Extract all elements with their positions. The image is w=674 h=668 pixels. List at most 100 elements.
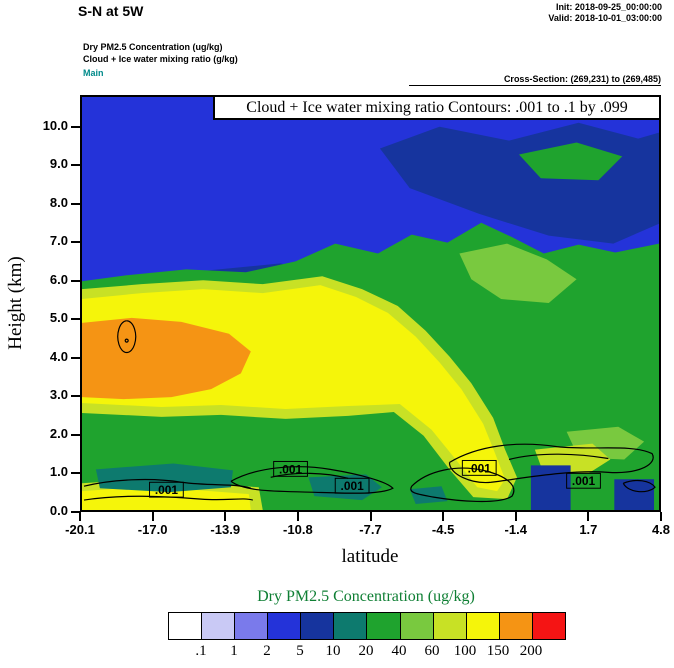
contour-label-box [273, 460, 308, 477]
y-tick [71, 395, 80, 398]
x-tick [296, 512, 299, 521]
colorbar-label: 200 [519, 643, 543, 659]
contour-label: .001 [572, 474, 596, 488]
y-tick-label: 9.0 [49, 156, 68, 172]
y-axis-title: Height (km) [5, 256, 26, 350]
x-tick [151, 512, 154, 521]
x-tick-label: -4.5 [431, 522, 455, 537]
y-tick [71, 125, 80, 128]
contour-line [230, 466, 394, 494]
colorbar-label: 1 [230, 643, 238, 659]
contour-field-label: Cloud + Ice water mixing ratio (g/kg) [83, 54, 238, 64]
contour-info-banner: Cloud + Ice water mixing ratio Contours:… [213, 97, 659, 120]
y-tick [71, 433, 80, 436]
colorbar-cell [532, 613, 565, 639]
x-tick [514, 512, 517, 521]
colorbar-cell [202, 613, 236, 639]
y-tick [71, 356, 80, 359]
contour-label-box [334, 477, 370, 494]
colorbar-label: 2 [263, 643, 271, 659]
colorbar-label: 40 [391, 643, 407, 659]
contour-label: .001 [279, 462, 303, 476]
x-tick-label: -10.8 [283, 522, 313, 537]
y-tick [71, 241, 80, 244]
y-tick-label: 5.0 [49, 310, 68, 326]
contour-line [508, 453, 609, 461]
y-tick-label: 8.0 [49, 194, 68, 210]
x-tick [660, 512, 662, 521]
fill-region-teal-small-patch [409, 486, 448, 505]
x-tick [587, 512, 590, 521]
colorbar-label: .1 [195, 643, 207, 659]
colorbar-cell [169, 613, 203, 639]
colorbar-label: 20 [358, 643, 374, 659]
init-time: Init: 2018-09-25_00:00:00 [555, 2, 662, 12]
y-tick [71, 318, 80, 321]
colorbar [168, 612, 566, 640]
fill-region-yellow-bottom-strip [82, 487, 251, 510]
colorbar-cell [301, 613, 335, 639]
x-axis-title: latitude [341, 546, 399, 567]
x-tick [369, 512, 372, 521]
cross-section-info: Cross-Section: (269,231) to (269,485) [409, 74, 661, 86]
x-tick-label: -13.9 [210, 522, 241, 537]
y-tick-label: 4.0 [49, 348, 68, 364]
colorbar-cell [334, 613, 368, 639]
colorbar-cell [268, 613, 302, 639]
x-tick-label: -7.7 [359, 522, 382, 537]
run-times: Init: 2018-09-25_00:00:00 Valid: 2018-10… [548, 2, 662, 24]
contour-label: .001 [155, 483, 179, 497]
contour-plot-canvas: .001 .001 .001 .001 .001 [82, 97, 659, 510]
colorbar-cell [400, 613, 434, 639]
fill-region-orange-core [82, 317, 251, 400]
y-tick-label: 1.0 [49, 464, 68, 480]
page-title: S-N at 5W [78, 3, 144, 19]
x-tick [442, 512, 445, 521]
y-tick [71, 511, 80, 513]
contour-label: .001 [341, 479, 365, 493]
y-tick [71, 202, 80, 205]
colorbar-label: 100 [453, 643, 477, 659]
fill-region-dark-blue-bottom-a [530, 465, 571, 510]
x-tick-label: -1.4 [504, 522, 527, 537]
field-list: Dry PM2.5 Concentration (ug/kg) Cloud + … [83, 41, 238, 79]
colorbar-cell [235, 613, 269, 639]
colorbar-title: Dry PM2.5 Concentration (ug/kg) [257, 588, 475, 605]
contour-line [117, 320, 137, 354]
contour-label: .001 [468, 461, 492, 475]
y-tick-label: 6.0 [49, 271, 68, 287]
contour-label-box [566, 472, 601, 489]
fill-region-light-green-mid-right [459, 243, 577, 304]
contour-line [124, 338, 129, 343]
fill-region-dark-blue-bottom-b [614, 479, 655, 510]
colorbar-cell [367, 613, 401, 639]
fill-region-green-patch-top-right [518, 142, 623, 181]
y-tick-label: 2.0 [49, 425, 68, 441]
valid-time: Valid: 2018-10-01_03:00:00 [548, 13, 662, 23]
colorbar-cell [433, 613, 467, 639]
y-tick-label: 0.0 [49, 503, 68, 518]
x-tick [224, 512, 227, 521]
x-tick-label: -17.0 [137, 522, 168, 537]
y-tick-label: 7.0 [49, 233, 68, 249]
colorbar-label: 150 [486, 643, 510, 659]
x-tick-label: -20.1 [65, 522, 95, 537]
contour-line [410, 467, 515, 503]
y-tick-label: 3.0 [49, 387, 68, 403]
x-tick [79, 512, 81, 521]
x-tick-label: 1.7 [579, 522, 598, 537]
y-tick [71, 164, 80, 167]
y-tick [71, 279, 80, 282]
colorbar-cell [499, 613, 533, 639]
colorbar-label: 5 [296, 643, 304, 659]
contour-line [448, 443, 654, 484]
colorbar-label: 60 [424, 643, 440, 659]
plot-area: .001 .001 .001 .001 .001 Cloud + Ice water m… [80, 95, 661, 512]
y-tick-label: 10.0 [42, 117, 68, 133]
fill-region-teal-left-strip [95, 463, 233, 493]
colorbar-cell [466, 613, 500, 639]
contour-label-box [461, 459, 497, 476]
x-tick-label: 4.8 [651, 522, 671, 537]
contour-label-box [149, 481, 184, 498]
